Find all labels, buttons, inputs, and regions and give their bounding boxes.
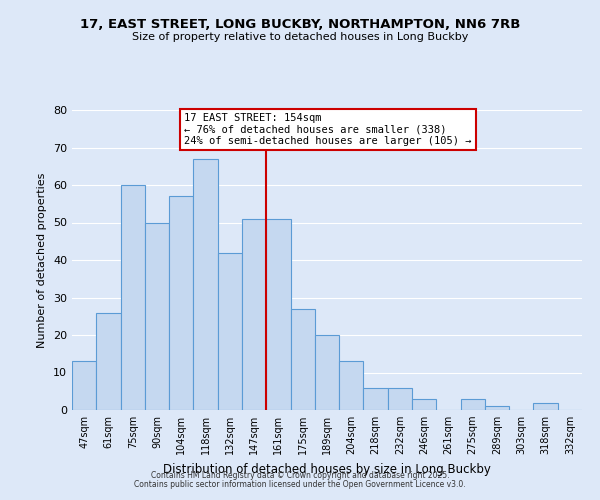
- Y-axis label: Number of detached properties: Number of detached properties: [37, 172, 47, 348]
- Bar: [339, 361, 364, 410]
- Text: Size of property relative to detached houses in Long Buckby: Size of property relative to detached ho…: [132, 32, 468, 42]
- Bar: [72, 361, 96, 410]
- Bar: [315, 335, 339, 410]
- Bar: [218, 252, 242, 410]
- Bar: [242, 219, 266, 410]
- Bar: [533, 402, 558, 410]
- Bar: [412, 399, 436, 410]
- Text: 17, EAST STREET, LONG BUCKBY, NORTHAMPTON, NN6 7RB: 17, EAST STREET, LONG BUCKBY, NORTHAMPTO…: [80, 18, 520, 30]
- Bar: [96, 312, 121, 410]
- Bar: [169, 196, 193, 410]
- Bar: [266, 219, 290, 410]
- Bar: [145, 222, 169, 410]
- Bar: [364, 388, 388, 410]
- Bar: [485, 406, 509, 410]
- Bar: [193, 159, 218, 410]
- Text: 17 EAST STREET: 154sqm
← 76% of detached houses are smaller (338)
24% of semi-de: 17 EAST STREET: 154sqm ← 76% of detached…: [184, 113, 472, 146]
- Text: Contains public sector information licensed under the Open Government Licence v3: Contains public sector information licen…: [134, 480, 466, 489]
- Bar: [121, 185, 145, 410]
- Bar: [290, 308, 315, 410]
- X-axis label: Distribution of detached houses by size in Long Buckby: Distribution of detached houses by size …: [163, 462, 491, 475]
- Bar: [388, 388, 412, 410]
- Bar: [461, 399, 485, 410]
- Text: Contains HM Land Registry data © Crown copyright and database right 2025.: Contains HM Land Registry data © Crown c…: [151, 471, 449, 480]
